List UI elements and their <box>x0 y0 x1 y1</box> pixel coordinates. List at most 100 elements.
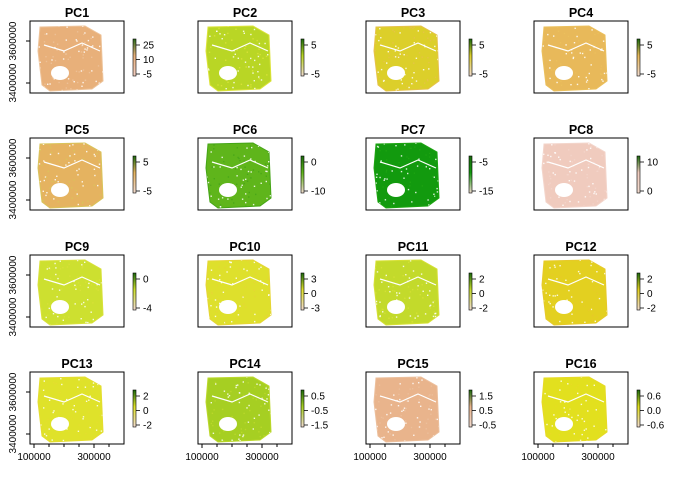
y-tick-label: 3400000 <box>8 180 19 219</box>
legend-tick-label: -15 <box>479 187 494 198</box>
river-line <box>43 393 101 403</box>
nodata-hole <box>387 417 405 431</box>
legend-tick-label: 0 <box>311 158 317 169</box>
panel-title: PC15 <box>397 357 428 371</box>
nodata-hole <box>555 183 573 197</box>
legend-tick-label: 5 <box>311 41 317 52</box>
legend-tick-label: -5 <box>479 158 488 169</box>
legend-tick-label: -5 <box>311 70 320 81</box>
panel-pc7: PC7 -5 -15 <box>365 123 494 211</box>
nodata-hole <box>51 66 69 80</box>
legend-tick-label: -2 <box>479 304 488 315</box>
panel-title: PC2 <box>233 6 257 20</box>
legend-colorbar <box>300 389 305 428</box>
panel-title: PC7 <box>401 123 425 137</box>
x-tick-label: 300000 <box>77 452 111 463</box>
y-tick-label: 3400000 <box>8 414 19 453</box>
legend-tick-label: 0 <box>647 289 653 300</box>
legend-tick-label: 5 <box>143 158 149 169</box>
legend-tick-label: 2 <box>647 275 653 286</box>
river-line <box>379 42 437 52</box>
nodata-hole <box>51 300 69 314</box>
legend-colorbar <box>132 155 137 194</box>
nodata-hole <box>219 300 237 314</box>
panel-title: PC8 <box>569 123 593 137</box>
legend-colorbar <box>636 272 641 311</box>
y-tick-label: 3600000 <box>8 21 19 60</box>
x-tick-label: 300000 <box>581 452 615 463</box>
y-tick-label: 3400000 <box>8 297 19 336</box>
river-line <box>211 276 269 286</box>
raster-footprint <box>541 25 608 92</box>
raster-footprint <box>37 25 104 92</box>
legend-tick-label: 3 <box>311 275 317 286</box>
raster-footprint <box>205 142 272 209</box>
y-tick-label: 3600000 <box>8 255 19 294</box>
panel-pc16: PC16 100000 300000 0.6 0.0 -0.6 <box>521 357 664 463</box>
river-line <box>211 159 269 169</box>
nodata-hole <box>219 417 237 431</box>
panel-title: PC10 <box>229 240 260 254</box>
y-tick-label: 3600000 <box>8 138 19 177</box>
legend-tick-label: 1.5 <box>479 392 493 403</box>
river-line <box>547 42 605 52</box>
legend-tick-label: 0.5 <box>479 406 493 417</box>
panel-pc12: PC12 2 0 -2 <box>533 240 656 328</box>
raster-texture <box>38 26 103 91</box>
panel-pc3: PC3 5 -5 <box>365 6 488 94</box>
raster-footprint <box>541 376 608 443</box>
legend-colorbar <box>636 38 641 77</box>
river-line <box>379 276 437 286</box>
panel-title: PC13 <box>61 357 92 371</box>
panel-pc8: PC8 10 0 <box>533 123 659 211</box>
x-tick-label: 300000 <box>413 452 447 463</box>
nodata-hole <box>387 300 405 314</box>
legend-tick-label: -0.6 <box>647 421 665 432</box>
legend-colorbar <box>132 38 137 77</box>
river-line <box>379 393 437 403</box>
legend-colorbar <box>300 38 305 77</box>
raster-texture <box>38 260 103 325</box>
legend-tick-label: 5 <box>479 41 485 52</box>
panel-title: PC1 <box>65 6 89 20</box>
legend-colorbar <box>636 155 641 194</box>
legend-colorbar <box>300 155 305 194</box>
legend-tick-label: -5 <box>143 70 152 81</box>
river-line <box>379 159 437 169</box>
legend-tick-label: 0 <box>479 289 485 300</box>
panel-title: PC6 <box>233 123 257 137</box>
legend-tick-label: -5 <box>647 70 656 81</box>
x-tick-label: 300000 <box>245 452 279 463</box>
legend-tick-label: -0.5 <box>479 421 497 432</box>
nodata-hole <box>555 300 573 314</box>
raster-footprint <box>205 376 272 443</box>
legend-tick-label: 0.0 <box>647 406 661 417</box>
nodata-hole <box>555 417 573 431</box>
legend-colorbar <box>300 272 305 311</box>
legend-tick-label: -1.5 <box>311 421 329 432</box>
river-line <box>547 159 605 169</box>
nodata-hole <box>387 183 405 197</box>
legend-tick-label: -5 <box>479 70 488 81</box>
nodata-hole <box>219 66 237 80</box>
raster-footprint <box>37 142 104 209</box>
legend-colorbar <box>132 389 137 428</box>
panel-pc15: PC15 100000 300000 1.5 0.5 -0.5 <box>353 357 496 463</box>
river-line <box>43 276 101 286</box>
raster-footprint <box>541 259 608 326</box>
x-tick-label: 100000 <box>353 452 387 463</box>
river-line <box>547 393 605 403</box>
river-line <box>43 159 101 169</box>
x-tick-label: 100000 <box>17 452 51 463</box>
legend-colorbar <box>132 272 137 311</box>
panel-pc1: PC1 3400000 3600000 25 10 -5 <box>8 6 155 102</box>
y-tick-label: 3400000 <box>8 63 19 102</box>
legend-tick-label: 5 <box>647 41 653 52</box>
river-line <box>547 276 605 286</box>
nodata-hole <box>555 66 573 80</box>
legend-colorbar <box>468 38 473 77</box>
legend-tick-label: 0 <box>647 187 653 198</box>
x-tick-label: 100000 <box>185 452 219 463</box>
river-line <box>211 42 269 52</box>
